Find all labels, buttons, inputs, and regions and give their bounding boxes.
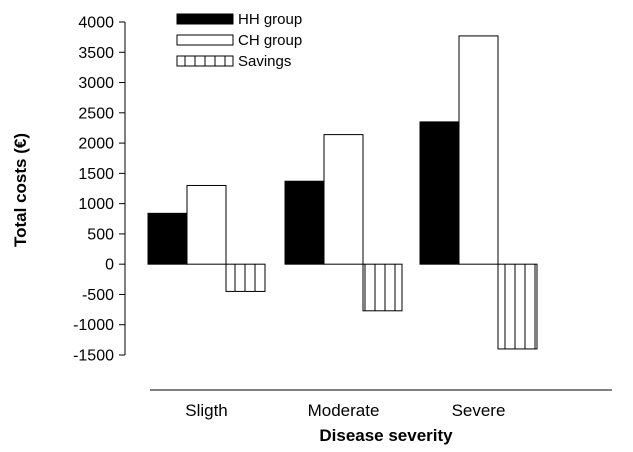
y-tick-label: 0 [105, 257, 114, 274]
y-tick-label: -1000 [73, 317, 114, 334]
x-category-labels: Sligth Moderate Severe [185, 401, 505, 420]
x-axis-title: Disease severity [319, 426, 453, 445]
y-tick-label: 3000 [78, 75, 114, 92]
bar-savings-moderate [362, 263, 403, 312]
bar-hh-group-severe [419, 121, 460, 265]
legend-label: CH group [238, 32, 302, 49]
bar-ch-group-severe [458, 35, 499, 265]
y-tick-label: 2000 [78, 136, 114, 153]
y-tick-label: -500 [82, 287, 114, 304]
y-tick-label: -1500 [73, 348, 114, 365]
bar-hh-group-sligth [147, 212, 188, 265]
legend-swatch [176, 13, 234, 25]
y-tick-label: 4000 [78, 15, 114, 32]
bar-hh-group-moderate [284, 180, 325, 265]
y-tick-label: 3500 [78, 45, 114, 62]
bar-savings-severe [497, 263, 538, 350]
bars [147, 35, 538, 350]
y-tick-label: 500 [87, 226, 114, 243]
y-axis-title: Total costs (€) [11, 133, 30, 247]
y-tick-label: 1500 [78, 166, 114, 183]
y-tick-label: 1000 [78, 196, 114, 213]
y-tick-label: 2500 [78, 105, 114, 122]
bar-savings-sligth [225, 263, 266, 292]
legend-label: Savings [238, 53, 291, 70]
x-category-label: Sligth [185, 401, 228, 420]
legend-swatch [176, 34, 234, 46]
legend: HH group CH group Savings [176, 11, 302, 70]
x-category-label: Moderate [308, 401, 380, 420]
y-tick-labels: 4000 3500 3000 2500 2000 1500 1000 500 0 -500 -100… [73, 15, 125, 365]
bar-ch-group-moderate [323, 134, 364, 265]
legend-swatch [176, 55, 234, 67]
x-category-label: Severe [452, 401, 506, 420]
legend-label: HH group [238, 11, 302, 28]
bar-ch-group-sligth [186, 184, 227, 265]
